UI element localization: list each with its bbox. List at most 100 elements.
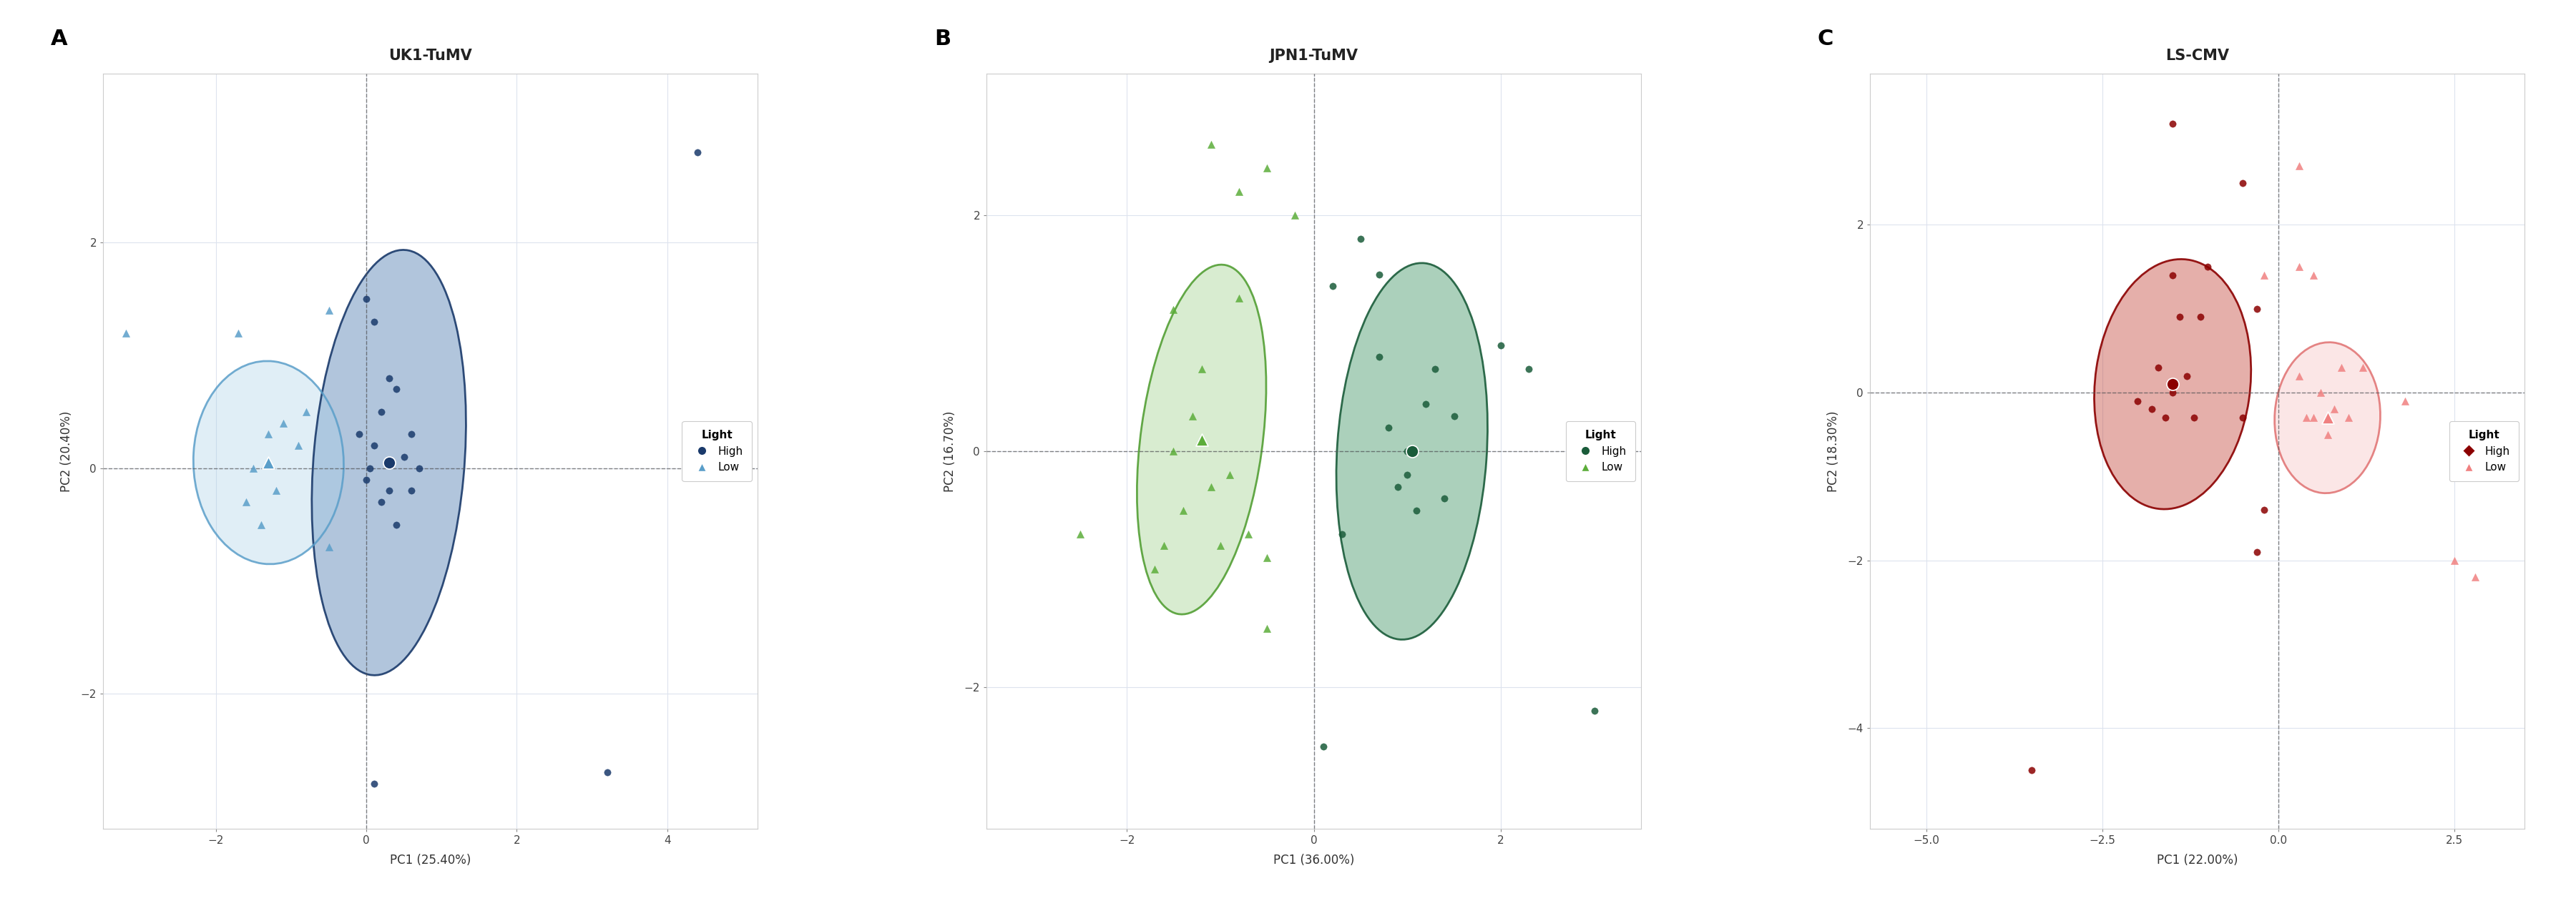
Point [1247,550,1288,565]
Point [1406,397,1448,412]
Point [2146,411,2187,426]
Text: B: B [935,29,951,49]
Point [2151,117,2192,132]
Point [2223,175,2264,190]
Point [1172,409,1213,424]
Point [1432,409,1473,424]
Legend: High, Low: High, Low [2450,421,2519,482]
Point [2166,368,2208,383]
Point [1247,621,1288,635]
Point [2151,385,2192,400]
Title: UK1-TuMV: UK1-TuMV [389,48,471,63]
Point [2117,393,2159,408]
Point [1154,302,1195,317]
Point [337,427,379,442]
Point [278,438,319,453]
Point [2455,570,2496,585]
Point [1180,432,1221,447]
Point [255,484,296,498]
Ellipse shape [193,361,343,564]
Point [1311,279,1352,294]
Point [247,455,289,470]
Point [1162,503,1203,518]
Point [2285,411,2326,426]
Text: A: A [52,29,67,49]
Y-axis label: PC2 (20.40%): PC2 (20.40%) [59,411,72,492]
Point [2293,268,2334,283]
Point [1396,503,1437,518]
Point [2223,411,2264,426]
Point [1391,444,1432,459]
Point [2138,360,2179,375]
Point [353,314,394,329]
Point [219,325,260,340]
Point [309,540,350,554]
Point [309,303,350,318]
Point [1218,290,1260,305]
Point [392,427,433,442]
Point [1208,468,1249,483]
Point [2159,309,2200,324]
Point [361,404,402,419]
Point [1414,361,1455,376]
Point [2174,411,2215,426]
Ellipse shape [2275,343,2380,493]
Point [2244,503,2285,518]
Point [1275,208,1316,223]
Point [286,404,327,419]
Point [384,449,425,464]
Text: C: C [1819,29,1834,49]
Point [1368,420,1409,435]
Point [1321,527,1363,542]
Point [2329,411,2370,426]
Point [247,427,289,442]
Point [1190,137,1231,152]
Point [392,484,433,498]
Point [2236,544,2277,559]
Title: LS-CMV: LS-CMV [2166,48,2228,63]
Point [1358,267,1399,282]
X-axis label: PC1 (36.00%): PC1 (36.00%) [1273,854,1355,867]
Point [376,382,417,397]
Point [2236,301,2277,316]
Point [2151,268,2192,283]
Point [1059,527,1100,542]
Point [2244,268,2285,283]
Point [399,460,440,475]
Point [353,776,394,791]
Point [2130,402,2172,416]
Point [2179,309,2221,324]
Point [350,460,392,475]
Y-axis label: PC2 (18.30%): PC2 (18.30%) [1826,411,1839,492]
Point [1340,231,1381,246]
Y-axis label: PC2 (16.70%): PC2 (16.70%) [943,411,956,492]
Point [1190,479,1231,494]
Point [2342,360,2383,375]
Point [2385,393,2427,408]
X-axis label: PC1 (22.00%): PC1 (22.00%) [2156,854,2239,867]
Point [677,146,719,160]
Point [587,765,629,780]
Point [2187,260,2228,274]
Point [2313,402,2354,416]
Point [1218,184,1260,199]
Point [1386,468,1427,483]
Point [368,484,410,498]
Point [368,455,410,470]
Point [2300,385,2342,400]
Point [345,292,386,307]
Point [1247,160,1288,175]
Point [232,460,273,475]
Point [368,370,410,385]
Legend: High, Low: High, Low [683,421,752,482]
Point [1144,538,1185,553]
Point [1180,361,1221,376]
Point [361,495,402,509]
Point [1229,527,1270,542]
Ellipse shape [312,250,466,675]
Point [2151,377,2192,391]
Point [1133,562,1175,577]
Point [353,438,394,453]
Point [2293,411,2334,426]
Point [1358,350,1399,365]
